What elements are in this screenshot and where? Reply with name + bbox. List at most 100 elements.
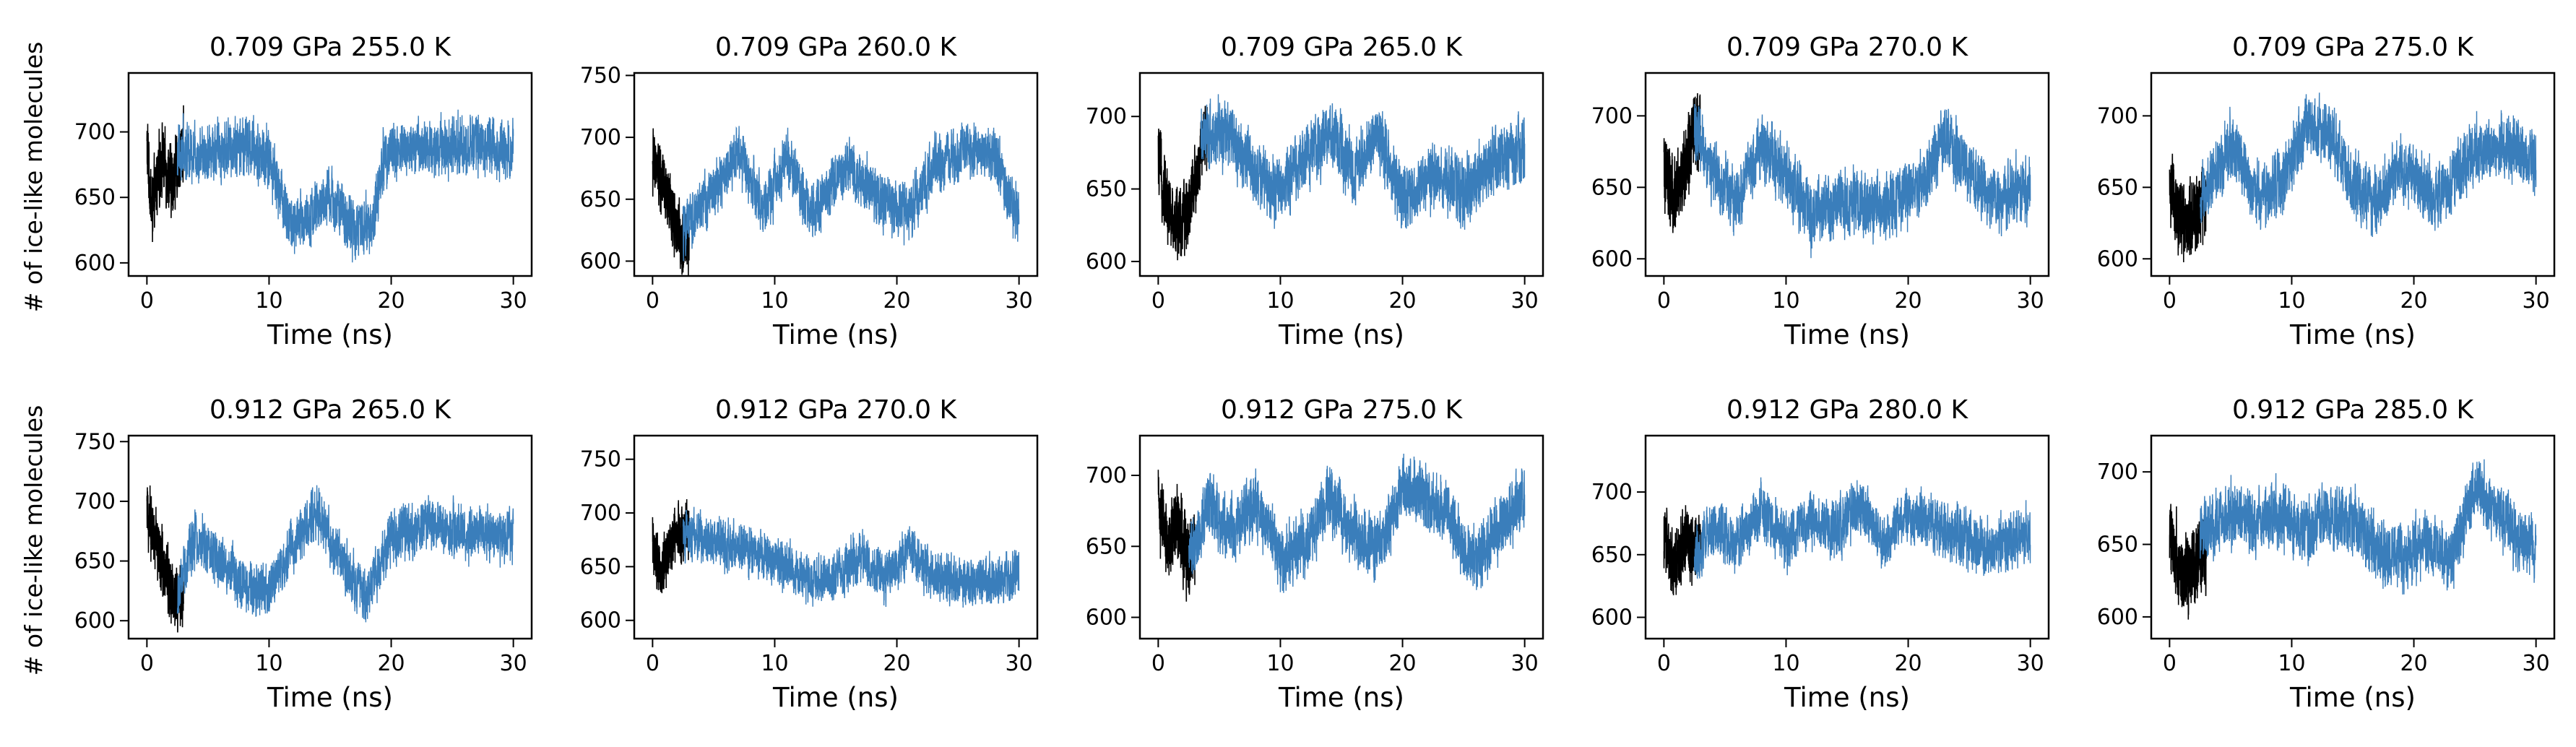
x-tick-label: 30 — [1006, 651, 1033, 676]
y-tick-label: 700 — [1086, 463, 1127, 488]
plot-frame — [1644, 72, 2050, 277]
panel-4: 0 10 20 30 600 650 700 0.709 GPa 270.0 K Time (n… — [1591, 33, 2050, 350]
y-tick-label: 700 — [74, 120, 116, 145]
y-tick-label: 650 — [580, 554, 621, 579]
panel-title: 0.912 GPa 280.0 K — [1726, 395, 1969, 425]
x-axis-label: Time (ns) — [267, 682, 393, 713]
y-tick-label: 700 — [2097, 459, 2138, 485]
x-tick-label: 20 — [377, 288, 405, 314]
y-tick-label: 600 — [580, 608, 621, 634]
ylabel-row-2: # of ice-like molecules — [20, 405, 48, 676]
y-tick-label: 700 — [1591, 480, 1633, 505]
series-main-trace-9 — [1693, 477, 2031, 579]
x-axis-label: Time (ns) — [772, 319, 899, 350]
x-tick-label: 0 — [646, 288, 660, 314]
x-tick-label: 20 — [2400, 651, 2427, 676]
panel-title: 0.709 GPa 270.0 K — [1726, 33, 1969, 62]
plot-frame — [2150, 434, 2556, 640]
x-tick-label: 0 — [140, 288, 154, 314]
x-tick-label: 0 — [646, 651, 660, 676]
plot-frame — [1138, 72, 1544, 277]
x-tick-label: 0 — [1657, 288, 1671, 314]
y-tick-label: 600 — [2097, 605, 2138, 630]
x-tick-label: 30 — [2523, 288, 2550, 314]
y-tick-label: 650 — [1591, 175, 1633, 200]
plot-frame — [633, 72, 1039, 277]
panel-6: 0 10 20 30 600 650 700 750 0.912 GPa 265.0 K Time… — [74, 395, 533, 713]
y-tick-label: 750 — [580, 63, 621, 88]
y-tick-label: 650 — [580, 187, 621, 212]
y-tick-label: 700 — [2097, 103, 2138, 129]
y-tick-label: 700 — [580, 125, 621, 150]
x-axis-label: Time (ns) — [1278, 319, 1404, 350]
x-tick-label: 30 — [2523, 651, 2550, 676]
y-tick-label: 600 — [1086, 605, 1127, 631]
y-tick-label: 650 — [1591, 543, 1633, 568]
plot-frame — [2150, 72, 2556, 277]
panel-9: 0 10 20 30 600 650 700 0.912 GPa 280.0 K Time (n… — [1591, 395, 2050, 713]
series-initial-trace-3 — [1157, 105, 1208, 261]
x-tick-label: 0 — [2163, 288, 2177, 314]
series-main-trace-2 — [682, 122, 1020, 262]
panel-7: 0 10 20 30 600 650 700 750 0.912 GPa 270.0 K Time… — [580, 395, 1039, 713]
panel-2: 0 10 20 30 600 650 700 750 0.709 GPa 260.0 K Time… — [580, 33, 1039, 350]
y-tick-label: 600 — [1591, 246, 1633, 272]
plot-frame — [1644, 434, 2050, 640]
x-tick-label: 10 — [761, 651, 788, 676]
series-initial-trace-5 — [2169, 153, 2207, 263]
y-tick-label: 750 — [74, 429, 116, 454]
x-tick-label: 20 — [1388, 288, 1416, 314]
series-main-trace-10 — [2199, 459, 2537, 595]
series-main-trace-3 — [1200, 94, 1526, 230]
x-axis-label: Time (ns) — [772, 682, 899, 713]
ylabel-row-1: # of ice-like molecules — [20, 42, 48, 313]
x-tick-label: 10 — [2278, 288, 2305, 314]
panel-3: 0 10 20 30 600 650 700 0.709 GPa 265.0 K Time (n… — [1086, 33, 1544, 350]
panel-title: 0.709 GPa 265.0 K — [1221, 33, 1464, 62]
panel-5: 0 10 20 30 600 650 700 0.709 GPa 275.0 K Time (n… — [2097, 33, 2556, 350]
series-main-trace-7 — [682, 506, 1020, 608]
y-tick-label: 650 — [2097, 532, 2138, 558]
x-tick-label: 0 — [140, 651, 154, 676]
panel-title: 0.709 GPa 260.0 K — [715, 33, 958, 62]
series-main-trace-6 — [176, 485, 514, 623]
panel-title: 0.709 GPa 255.0 K — [209, 33, 452, 62]
x-tick-label: 30 — [2017, 288, 2044, 314]
panels: 0 10 20 30 600 650 700 0.709 GPa 255.0 K Time (n… — [74, 33, 2556, 713]
x-tick-label: 10 — [255, 651, 282, 676]
y-tick-label: 650 — [74, 185, 116, 210]
y-tick-label: 600 — [1086, 249, 1127, 275]
x-tick-label: 0 — [1151, 288, 1165, 314]
series-initial-trace-9 — [1663, 505, 1701, 596]
x-tick-label: 30 — [1006, 288, 1033, 314]
series-main-trace-4 — [1693, 103, 2031, 259]
y-tick-label: 600 — [1591, 605, 1633, 631]
x-tick-label: 30 — [1511, 651, 1539, 676]
x-tick-label: 20 — [883, 651, 910, 676]
x-tick-label: 20 — [883, 288, 910, 314]
x-tick-label: 10 — [1266, 651, 1294, 676]
y-tick-label: 600 — [2097, 246, 2138, 272]
x-tick-label: 30 — [500, 651, 527, 676]
plot-frame — [633, 434, 1039, 640]
y-tick-label: 700 — [74, 489, 116, 514]
x-tick-label: 20 — [2400, 288, 2427, 314]
x-tick-label: 30 — [2017, 651, 2044, 676]
x-tick-label: 0 — [1151, 651, 1165, 676]
x-tick-label: 20 — [1894, 651, 1922, 676]
y-tick-label: 650 — [1086, 534, 1127, 559]
plot-frame — [127, 434, 533, 640]
x-tick-label: 10 — [761, 288, 788, 314]
y-tick-label: 750 — [580, 447, 621, 472]
x-tick-label: 30 — [1511, 288, 1539, 314]
x-tick-label: 20 — [377, 651, 405, 676]
panel-8: 0 10 20 30 600 650 700 0.912 GPa 275.0 K Time (n… — [1086, 395, 1544, 713]
plot-frame — [1138, 434, 1544, 640]
y-tick-label: 600 — [74, 251, 116, 276]
x-axis-label: Time (ns) — [1784, 682, 1910, 713]
panel-title: 0.709 GPa 275.0 K — [2232, 33, 2475, 62]
panel-title: 0.912 GPa 275.0 K — [1221, 395, 1464, 425]
x-axis-label: Time (ns) — [267, 319, 393, 350]
